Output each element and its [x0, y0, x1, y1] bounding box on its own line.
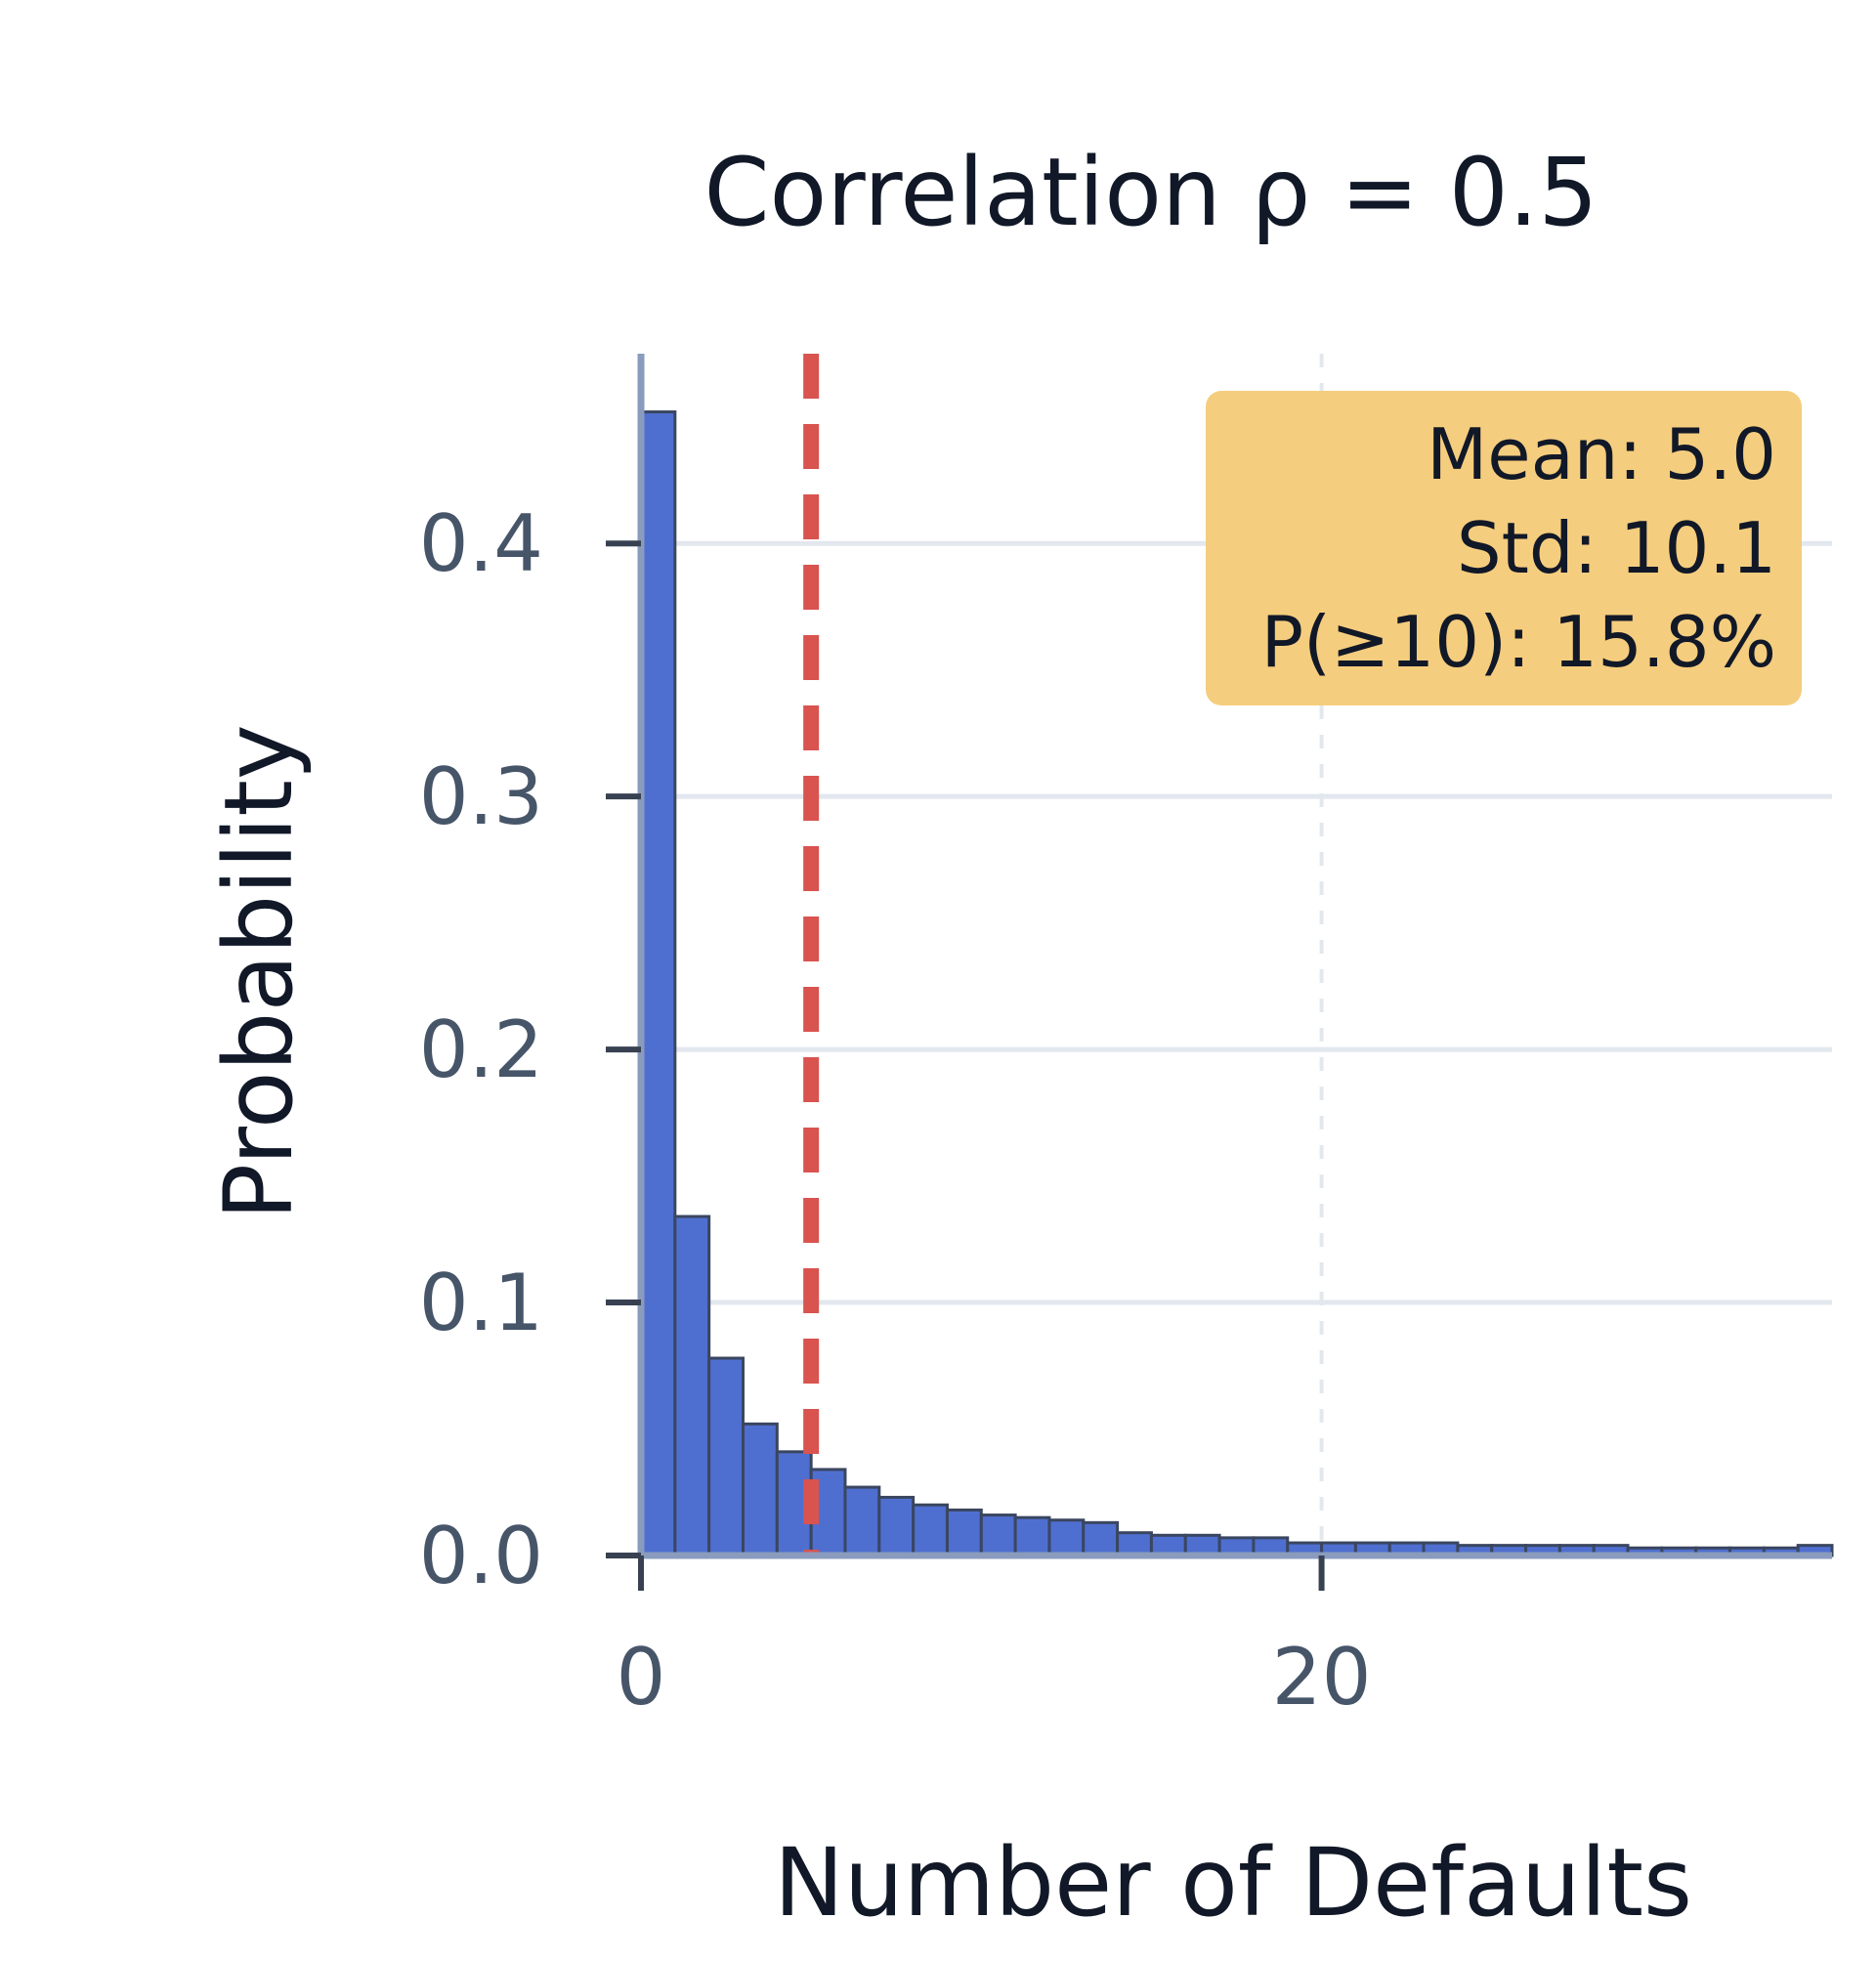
- stats-box: Mean: 5.0 Std: 10.1 P(≥10): 15.8%: [1206, 391, 1802, 705]
- histogram-bar: [843, 1485, 881, 1557]
- y-tick-label: 0.3: [419, 751, 543, 842]
- histogram-bar: [945, 1508, 983, 1557]
- y-tick-label: 0.4: [419, 498, 543, 589]
- stats-std: Std: 10.1: [1457, 507, 1776, 589]
- y-tick-label: 0.0: [419, 1511, 543, 1601]
- x-axis-label: Number of Defaults: [774, 1828, 1692, 1938]
- histogram-bars: [639, 410, 1834, 1557]
- histogram-bar: [1047, 1518, 1086, 1557]
- x-tick-label: 0: [617, 1632, 666, 1723]
- histogram-bar: [639, 410, 677, 1557]
- histogram-bar: [1082, 1520, 1120, 1557]
- y-axis-label: Probability: [204, 724, 314, 1219]
- histogram-bar: [707, 1356, 745, 1557]
- stats-box-background: [1206, 391, 1802, 705]
- chart-title: Correlation ρ = 0.5: [704, 138, 1599, 247]
- histogram-bar: [741, 1422, 779, 1557]
- stats-tail-probability: P(≥10): 15.8%: [1261, 601, 1776, 683]
- y-tick-label: 0.2: [419, 1004, 543, 1095]
- histogram-bar: [912, 1503, 949, 1557]
- stats-mean: Mean: 5.0: [1427, 413, 1776, 495]
- x-tick-label: 20: [1272, 1632, 1372, 1723]
- histogram-bar: [1013, 1515, 1051, 1557]
- histogram-bar: [979, 1513, 1017, 1557]
- axes: [637, 354, 1832, 1559]
- tick-marks: 0.0 0.1 0.2 0.3 0.4 0 20: [419, 498, 1372, 1723]
- histogram-bar: [877, 1495, 916, 1557]
- y-tick-label: 0.1: [419, 1258, 543, 1348]
- histogram-bar: [673, 1215, 711, 1557]
